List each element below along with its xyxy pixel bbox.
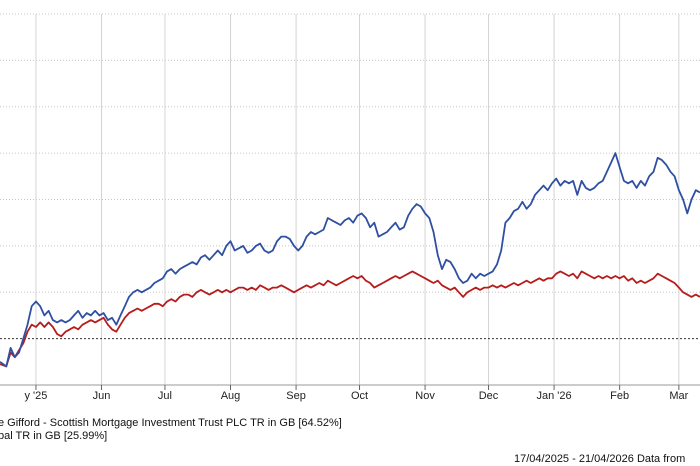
x-tick-label-2: Jul: [158, 390, 172, 402]
x-tick-label-6: Nov: [415, 390, 435, 402]
horizontal-gridlines: [0, 13, 700, 293]
x-tick-label-8: Jan '26: [537, 390, 572, 402]
series-line-0: [0, 152, 700, 368]
legend-entry-smt: e Gifford - Scottish Mortgage Investment…: [0, 417, 342, 429]
x-tick-label-5: Oct: [351, 390, 368, 402]
x-tick-label-10: Mar: [669, 390, 688, 402]
legend-entry-global: bal TR in GB [25.99%]: [0, 430, 107, 442]
legend: e Gifford - Scottish Mortgage Investment…: [0, 417, 342, 442]
x-axis-tick-labels: y '25 Jun Jul Aug Sep Oct Nov Dec Jan '26 Feb Mar: [24, 390, 688, 402]
series-lines: [0, 152, 700, 368]
x-tick-label-9: Feb: [610, 390, 629, 402]
x-tick-label-3: Aug: [221, 390, 241, 402]
x-tick-label-4: Sep: [286, 390, 306, 402]
date-range-footer: 17/04/2025 - 21/04/2026 Data from: [514, 453, 685, 465]
series-line-1: [0, 270, 700, 368]
x-tick-label-1: Jun: [93, 390, 111, 402]
x-axis-ticks: [35, 385, 680, 390]
x-tick-label-7: Dec: [479, 390, 499, 402]
vertical-gridlines: [35, 14, 680, 385]
x-tick-label-0: y '25: [24, 390, 47, 402]
